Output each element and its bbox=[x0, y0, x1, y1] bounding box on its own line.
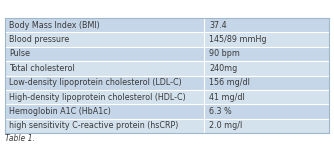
Text: 145/89 mmHg: 145/89 mmHg bbox=[209, 35, 267, 44]
Text: 90 bpm: 90 bpm bbox=[209, 50, 240, 58]
Text: Table 1.: Table 1. bbox=[5, 134, 35, 143]
Text: 6.3 %: 6.3 % bbox=[209, 107, 232, 116]
Text: high sensitivity C-reactive protein (hsCRP): high sensitivity C-reactive protein (hsC… bbox=[9, 121, 178, 130]
Bar bbox=[5, 47, 329, 61]
Text: Pulse: Pulse bbox=[9, 50, 30, 58]
Bar bbox=[5, 32, 329, 47]
Bar bbox=[5, 119, 329, 133]
Text: 2.0 mg/l: 2.0 mg/l bbox=[209, 121, 242, 130]
Text: Total cholesterol: Total cholesterol bbox=[9, 64, 75, 73]
Text: High-density lipoprotein cholesterol (HDL-C): High-density lipoprotein cholesterol (HD… bbox=[9, 93, 186, 101]
Bar bbox=[5, 18, 329, 32]
Text: Hemoglobin A1C (HbA1c): Hemoglobin A1C (HbA1c) bbox=[9, 107, 111, 116]
Text: 156 mg/dl: 156 mg/dl bbox=[209, 78, 250, 87]
Bar bbox=[5, 76, 329, 90]
Bar bbox=[5, 90, 329, 104]
Text: 240mg: 240mg bbox=[209, 64, 237, 73]
Bar bbox=[5, 104, 329, 119]
Text: 37.4: 37.4 bbox=[209, 21, 227, 30]
Text: Blood pressure: Blood pressure bbox=[9, 35, 69, 44]
Text: Body Mass Index (BMI): Body Mass Index (BMI) bbox=[9, 21, 100, 30]
Text: 41 mg/dl: 41 mg/dl bbox=[209, 93, 245, 101]
Bar bbox=[5, 61, 329, 76]
Text: Low-density lipoprotein cholesterol (LDL-C): Low-density lipoprotein cholesterol (LDL… bbox=[9, 78, 182, 87]
